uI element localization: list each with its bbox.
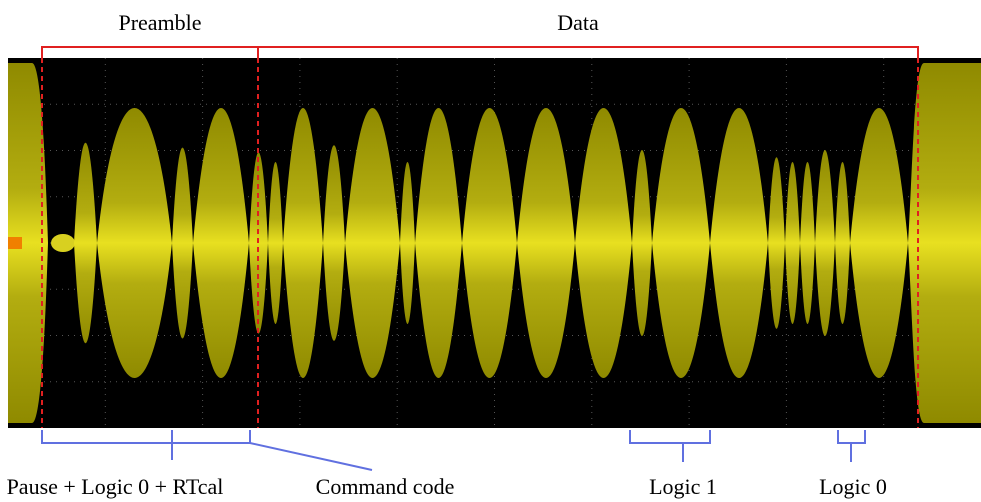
command-code-label: Command code <box>316 474 455 499</box>
red-bracket <box>42 47 918 58</box>
data-label: Data <box>557 10 599 35</box>
logic-1-label: Logic 1 <box>649 474 717 499</box>
logic-0-label: Logic 0 <box>819 474 887 499</box>
trigger-marker <box>8 237 22 249</box>
annotated-scope-capture: Preamble Data Pause + Logic 0 + RTcal Co… <box>0 0 981 502</box>
pause-blob <box>51 234 75 252</box>
pause-label: Pause + Logic 0 + RTcal <box>7 474 224 499</box>
page: Preamble Data Pause + Logic 0 + RTcal Co… <box>0 0 981 502</box>
preamble-label: Preamble <box>118 10 201 35</box>
blue-bracket <box>42 430 865 470</box>
